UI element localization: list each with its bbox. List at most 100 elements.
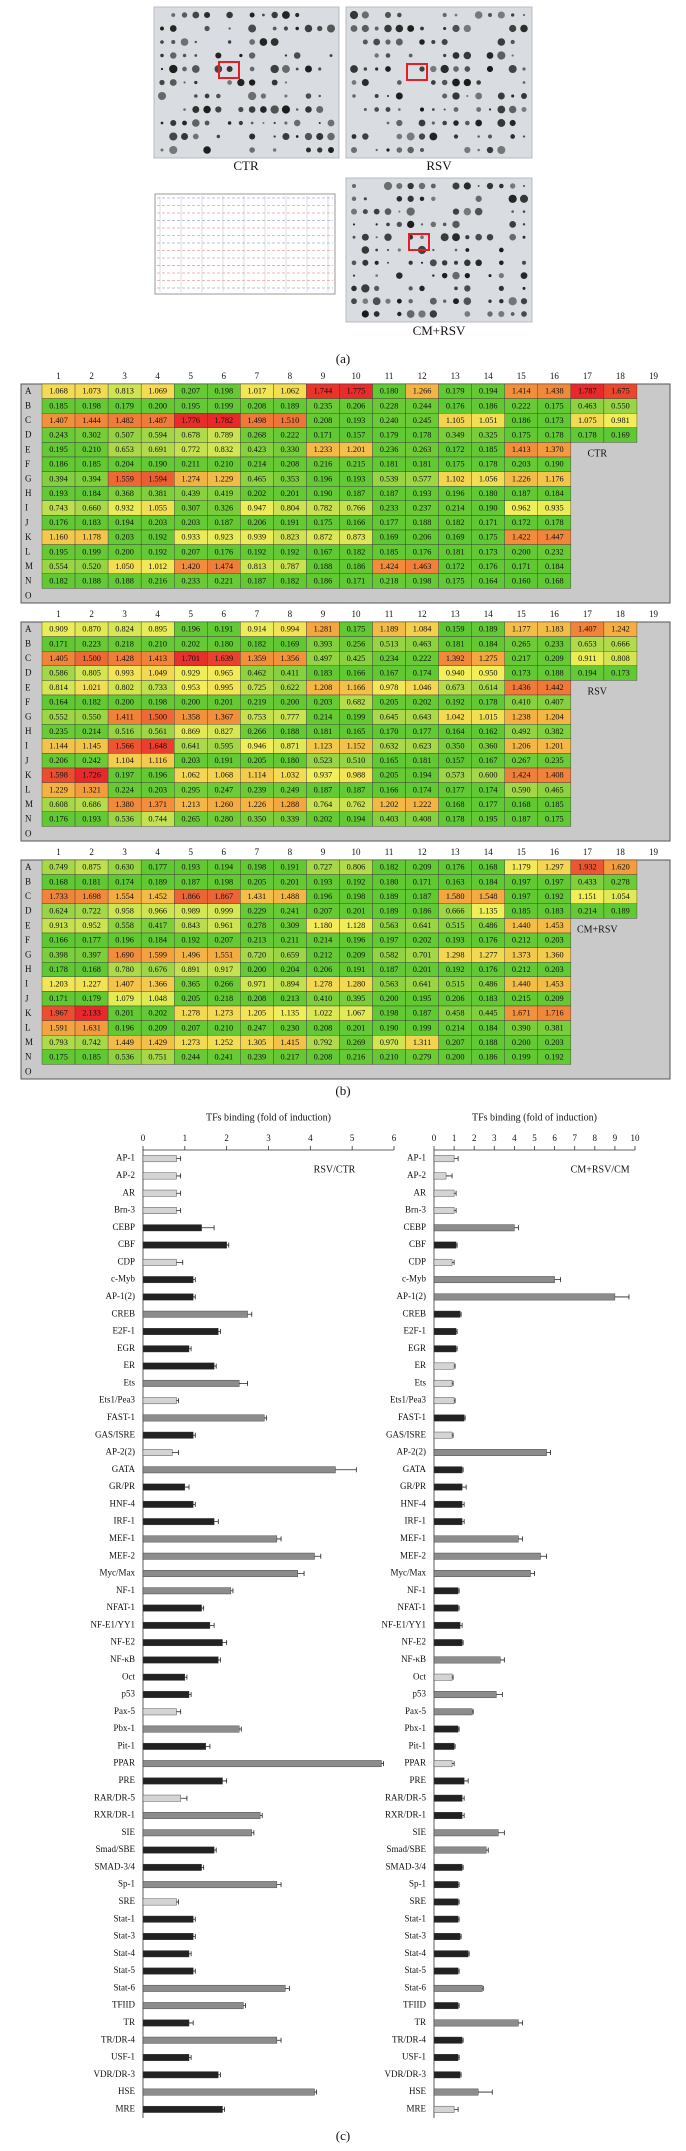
cell-value: 1.510 (281, 416, 300, 425)
blot-spot (295, 135, 299, 138)
blot-membrane (345, 6, 533, 159)
bar (433, 1915, 459, 1923)
cell-value: 0.187 (380, 965, 399, 974)
cell-value: 0.793 (49, 1038, 68, 1047)
category-label: Stat-1 (114, 1913, 136, 1923)
row-label: C (25, 653, 31, 663)
blot-spot (350, 146, 358, 154)
category-label: NF-E1/YY1 (382, 1619, 427, 1629)
category-label: GATA (403, 1464, 427, 1474)
bar (433, 1829, 499, 1837)
heat-cell (603, 427, 638, 443)
cell-value: 0.208 (248, 401, 267, 410)
error-bar (176, 1899, 179, 1905)
cell-value: 1.744 (314, 387, 334, 396)
column-label: 3 (122, 847, 127, 857)
blot-spot (375, 223, 378, 226)
category-label: SRE (118, 1896, 135, 1906)
cell-value: 0.465 (545, 785, 564, 794)
cell-value: 0.381 (545, 1023, 564, 1032)
blot-spot (419, 39, 425, 45)
cell-value: 1.145 (82, 742, 101, 751)
bar (433, 1535, 519, 1543)
blot-spot (396, 119, 403, 127)
cell-value: 0.195 (49, 547, 68, 556)
blot-spot (431, 121, 435, 125)
error-bar (193, 1934, 196, 1939)
cell-value: 0.994 (281, 625, 301, 634)
error-bar (554, 1277, 562, 1283)
error-bar (498, 1830, 505, 1836)
bar (142, 1604, 202, 1612)
cell-value: 0.186 (512, 416, 531, 425)
cell-value: 1.048 (148, 994, 167, 1003)
bar (142, 2036, 278, 2044)
blot-spot (169, 145, 178, 155)
cell-value: 0.563 (380, 921, 399, 930)
blot-spot (407, 25, 415, 32)
blot-spot (454, 248, 458, 252)
cell-value: 1.042 (446, 712, 465, 721)
x-tick-label: 1 (183, 1133, 188, 1143)
blot-spot (486, 182, 494, 190)
error-bar (205, 1743, 211, 1749)
bar (142, 1397, 177, 1405)
cell-value: 1.305 (248, 1038, 267, 1047)
error-bar (452, 1432, 454, 1438)
cell-value: 0.247 (214, 785, 233, 794)
cell-value: 1.452 (148, 892, 167, 901)
cell-value: 0.394 (82, 474, 102, 483)
cell-value: 0.229 (248, 907, 267, 916)
cell-value: 0.762 (347, 800, 366, 809)
blot-spot (429, 310, 438, 318)
blot-spot (375, 274, 378, 277)
cell-value: 0.213 (281, 994, 300, 1003)
blot-spot (395, 92, 403, 100)
cell-value: 0.177 (148, 863, 167, 872)
cell-value: 0.193 (314, 877, 333, 886)
blot-spot (519, 194, 529, 203)
cell-value: 0.188 (115, 577, 134, 586)
cell-value: 0.211 (182, 460, 200, 469)
blot-spot (463, 51, 472, 60)
cell-value: 0.561 (148, 727, 167, 736)
cell-value: 0.330 (281, 445, 300, 454)
cell-value: 0.751 (148, 1053, 167, 1062)
error-bar (218, 2072, 221, 2078)
cell-value: 0.203 (148, 785, 167, 794)
bar (433, 1673, 453, 1681)
cell-value: 0.184 (545, 562, 565, 571)
cell-value: 0.958 (115, 907, 134, 916)
blot-spot (396, 196, 403, 202)
cell-value: 0.550 (82, 712, 101, 721)
blot-spot (475, 233, 482, 241)
error-bar (230, 1588, 234, 1594)
blot-spot (511, 13, 515, 17)
error-bar (214, 1363, 217, 1369)
column-label: 19 (649, 371, 659, 381)
error-bar (460, 2072, 462, 2078)
row-label: E (25, 444, 31, 454)
cell-value: 0.720 (248, 950, 267, 959)
cell-value: 0.214 (82, 727, 102, 736)
cell-value: 1.356 (281, 654, 300, 663)
cell-value: 1.222 (413, 800, 432, 809)
cell-value: 0.787 (281, 562, 300, 571)
cell-value: 0.198 (248, 863, 267, 872)
blot-spot (419, 196, 425, 202)
cell-value: 0.417 (148, 921, 167, 930)
blot-spot (160, 67, 164, 71)
cell-value: 0.515 (446, 921, 465, 930)
cell-value: 0.178 (413, 431, 432, 440)
cell-value: 0.676 (148, 965, 167, 974)
cell-value: 0.777 (281, 712, 300, 721)
blot-spot (192, 119, 200, 127)
blot-spot (463, 24, 471, 33)
bar (142, 1587, 232, 1595)
cell-value: 1.205 (248, 1009, 267, 1018)
cell-value: 0.214 (578, 907, 598, 916)
category-label: CREB (111, 1308, 135, 1318)
blot-spot (396, 272, 403, 279)
blot-spot (499, 183, 504, 189)
cell-value: 0.198 (347, 892, 366, 901)
